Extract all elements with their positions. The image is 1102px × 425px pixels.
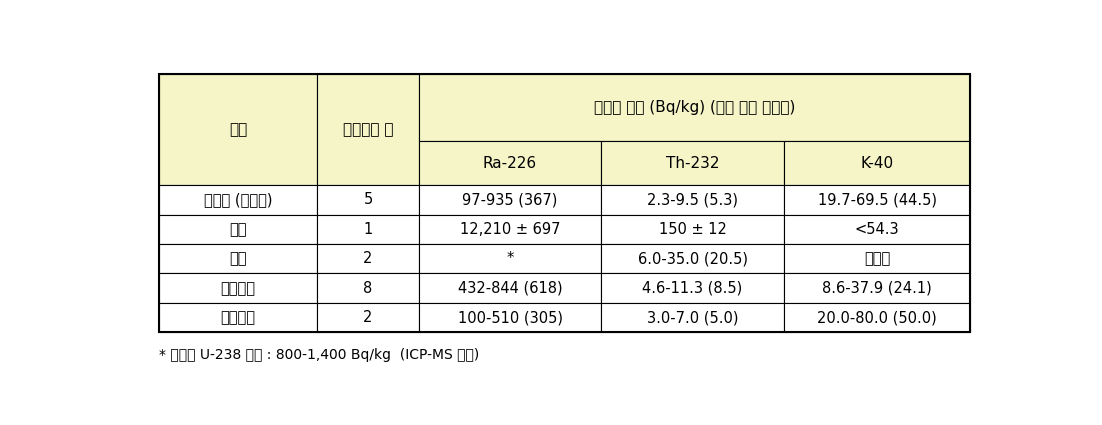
Bar xyxy=(419,274,602,303)
Text: 2: 2 xyxy=(364,251,372,266)
Bar xyxy=(602,141,784,185)
Bar xyxy=(317,303,419,332)
Bar xyxy=(602,274,784,303)
Bar xyxy=(602,215,784,244)
Bar xyxy=(784,185,971,215)
Text: 19.7-69.5 (44.5): 19.7-69.5 (44.5) xyxy=(818,192,937,207)
Text: 인광석 (중국산): 인광석 (중국산) xyxy=(204,192,272,207)
Text: 97-935 (367): 97-935 (367) xyxy=(463,192,558,207)
Text: 20.0-80.0 (50.0): 20.0-80.0 (50.0) xyxy=(818,310,937,325)
Text: K-40: K-40 xyxy=(861,156,894,170)
Bar xyxy=(317,215,419,244)
Text: 시료: 시료 xyxy=(229,122,247,137)
Bar xyxy=(159,274,317,303)
Bar xyxy=(159,244,317,274)
Text: 100-510 (305): 100-510 (305) xyxy=(457,310,562,325)
Text: 3.0-7.0 (5.0): 3.0-7.0 (5.0) xyxy=(647,310,738,325)
Bar xyxy=(419,303,602,332)
Text: 2: 2 xyxy=(364,310,372,325)
Bar xyxy=(317,274,419,303)
Bar xyxy=(784,303,971,332)
Text: *: * xyxy=(506,251,514,266)
Text: Th-232: Th-232 xyxy=(666,156,720,170)
Bar xyxy=(419,244,602,274)
Bar xyxy=(602,244,784,274)
Bar xyxy=(159,74,971,332)
Bar xyxy=(317,74,419,185)
Text: <54.3: <54.3 xyxy=(855,222,899,237)
Text: 인산비료: 인산비료 xyxy=(220,310,256,325)
Bar xyxy=(317,244,419,274)
Text: 불검출: 불검출 xyxy=(864,251,890,266)
Text: 인산: 인산 xyxy=(229,251,247,266)
Text: 관석: 관석 xyxy=(229,222,247,237)
Text: 5: 5 xyxy=(364,192,372,207)
Bar xyxy=(602,303,784,332)
Bar xyxy=(784,274,971,303)
Bar xyxy=(784,215,971,244)
Text: 2.3-9.5 (5.3): 2.3-9.5 (5.3) xyxy=(647,192,738,207)
Bar xyxy=(784,244,971,274)
Bar xyxy=(159,215,317,244)
Text: * 인산의 U-238 농도 : 800-1,400 Bq/kg  (ICP-MS 측정): * 인산의 U-238 농도 : 800-1,400 Bq/kg (ICP-MS… xyxy=(159,348,479,363)
Bar xyxy=(159,185,317,215)
Bar xyxy=(159,74,317,185)
Bar xyxy=(419,141,602,185)
Text: 방사능 농도 (Bq/kg) (괄호 안은 평균값): 방사능 농도 (Bq/kg) (괄호 안은 평균값) xyxy=(594,100,796,115)
Text: 12,210 ± 697: 12,210 ± 697 xyxy=(460,222,560,237)
Text: 1: 1 xyxy=(364,222,372,237)
Bar xyxy=(419,185,602,215)
Text: 4.6-11.3 (8.5): 4.6-11.3 (8.5) xyxy=(642,281,743,296)
Bar xyxy=(602,185,784,215)
Bar xyxy=(784,141,971,185)
Bar xyxy=(419,74,971,141)
Text: 6.0-35.0 (20.5): 6.0-35.0 (20.5) xyxy=(638,251,747,266)
Text: 8: 8 xyxy=(364,281,372,296)
Text: 150 ± 12: 150 ± 12 xyxy=(659,222,726,237)
Bar xyxy=(159,303,317,332)
Bar xyxy=(419,215,602,244)
Text: 시료채취 수: 시료채취 수 xyxy=(343,122,393,137)
Text: 인산석고: 인산석고 xyxy=(220,281,256,296)
Bar xyxy=(317,185,419,215)
Text: 8.6-37.9 (24.1): 8.6-37.9 (24.1) xyxy=(822,281,932,296)
Text: 432-844 (618): 432-844 (618) xyxy=(457,281,562,296)
Text: Ra-226: Ra-226 xyxy=(483,156,537,170)
